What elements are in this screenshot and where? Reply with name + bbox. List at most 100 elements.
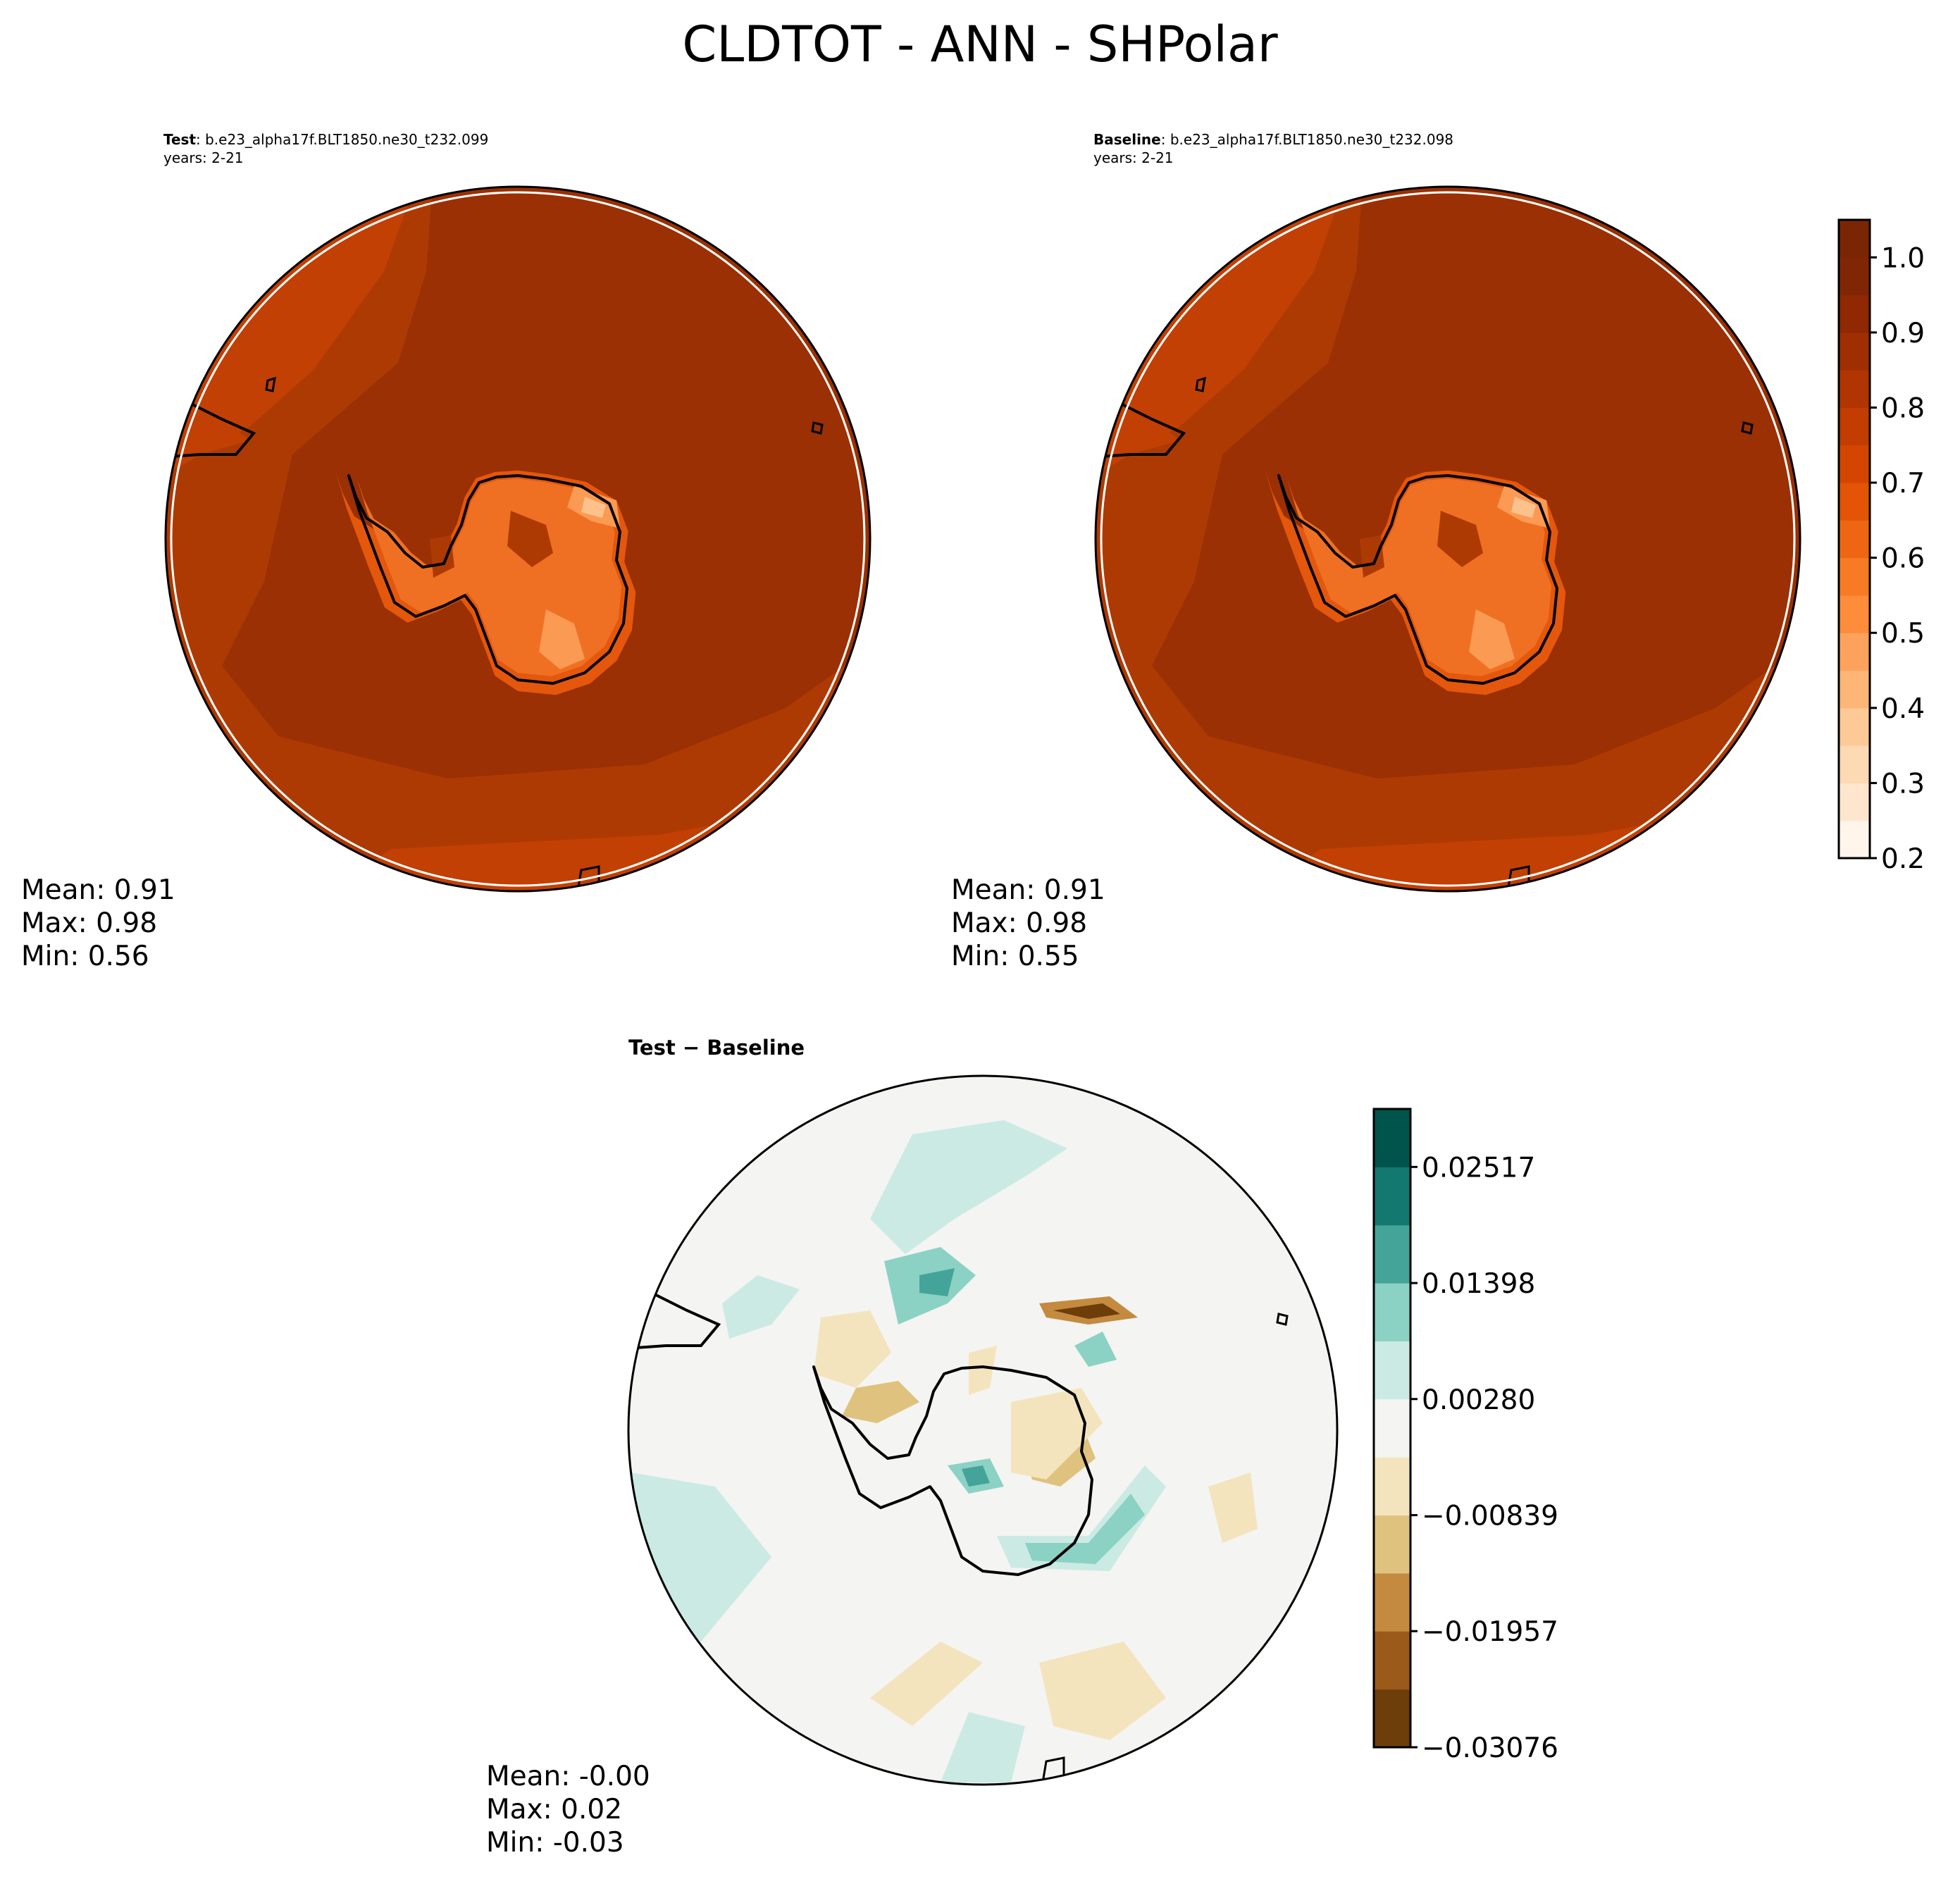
difference-patch <box>722 1275 800 1339</box>
south-america-coastline <box>628 1291 721 1351</box>
difference-patch <box>870 1642 983 1726</box>
baseline-label-bold: Baseline <box>1093 131 1161 148</box>
baseline-years: years: 2-21 <box>1093 149 1174 166</box>
island-coastline <box>1506 865 1530 891</box>
figure-title: CLDTOT - ANN - SHPolar <box>682 15 1278 73</box>
test-max: Max: 0.98 <box>21 907 158 939</box>
island-coastline <box>576 865 600 891</box>
difference-patch <box>941 1712 1025 1782</box>
map-boundary <box>1094 185 1801 893</box>
colorbar-segment <box>1374 1631 1410 1690</box>
difference-patch <box>1025 1494 1145 1564</box>
colorbar-segment <box>1839 783 1870 821</box>
colorbar-segment <box>1839 294 1870 333</box>
colorbar-segment <box>1839 595 1870 633</box>
ice-sheet-peak <box>581 497 606 518</box>
island-coastline <box>1276 1313 1289 1326</box>
colorbar-segment <box>1374 1167 1410 1226</box>
colorbar-tick-label: 0.7 <box>1881 468 1925 500</box>
interior-cloud-max <box>507 511 553 567</box>
colorbar-tick-label: 0.3 <box>1881 768 1925 800</box>
difference-patch <box>1074 1332 1117 1367</box>
main-colorbar: 0.2 0.3 0.4 0.5 0.6 0.7 0.8 0.9 1.0 <box>1837 218 1925 875</box>
difference-patch <box>870 1120 1067 1254</box>
colorbar-tick-label: 0.00280 <box>1422 1384 1535 1416</box>
test-label-bold: Test <box>163 131 197 148</box>
difference-patch <box>842 1381 919 1423</box>
colorbar-segment <box>1839 633 1870 671</box>
colorbar-segment <box>1839 445 1870 483</box>
colorbar-segment <box>1839 745 1870 783</box>
colorbar-segment <box>1374 1457 1410 1516</box>
colorbar-segment <box>1839 670 1870 709</box>
difference-patch <box>1208 1472 1258 1543</box>
test-label-case: : b.e23_alpha17f.BLT1850.ne30_t232.099 <box>196 131 489 148</box>
colorbar-tick-label: 0.6 <box>1881 543 1925 575</box>
interior-cloud-max <box>1437 511 1483 567</box>
test-mean: Mean: 0.91 <box>21 874 175 906</box>
colorbar-segment <box>1839 520 1870 559</box>
map-boundary-inner <box>170 191 866 887</box>
ice-sheet-light <box>1469 609 1515 669</box>
difference-mean: Mean: -0.00 <box>486 1761 650 1792</box>
colorbar-segment <box>1839 332 1870 371</box>
antarctica-coastline <box>347 474 628 685</box>
difference-polar-map <box>627 1074 1339 1786</box>
colorbar-segment <box>1374 1109 1410 1167</box>
map-boundary <box>627 1074 1339 1786</box>
colorbar-tick-label: 0.5 <box>1881 618 1925 650</box>
difference-colorbar: 0.02517 0.01398 0.00280 −0.00839 −0.01957 −0.… <box>1372 1108 1558 1764</box>
island-coastline <box>1741 421 1754 435</box>
map-boundary <box>164 185 872 893</box>
colorbar-tick-label: 0.02517 <box>1422 1152 1535 1184</box>
colorbar-segment <box>1839 820 1870 859</box>
interior-cloud-max <box>430 535 454 578</box>
colorbar-tick-label: 0.2 <box>1881 843 1925 875</box>
colorbar-tick-label: 0.01398 <box>1422 1268 1535 1300</box>
colorbar-segment <box>1839 707 1870 746</box>
test-panel-label: Test: b.e23_alpha17f.BLT1850.ne30_t232.0… <box>163 131 488 149</box>
difference-panel-title: Test − Baseline <box>628 1036 805 1060</box>
colorbar-segment <box>1839 370 1870 408</box>
colorbar-segment <box>1374 1689 1410 1748</box>
colorbar-tick-label: 1.0 <box>1881 242 1925 274</box>
colorbar-segment <box>1374 1224 1410 1284</box>
difference-patch <box>919 1268 955 1296</box>
island-coastline <box>1195 376 1206 392</box>
test-polar-map <box>164 185 872 893</box>
difference-min: Min: -0.03 <box>486 1827 624 1859</box>
difference-field <box>628 1076 1337 1785</box>
colorbar-segment <box>1374 1515 1410 1574</box>
colorbar-tick-label: 0.9 <box>1881 318 1925 349</box>
colorbar-segment <box>1839 407 1870 446</box>
ice-sheet-light <box>539 609 585 669</box>
interior-cloud-max <box>1360 535 1384 578</box>
colorbar-tick-label: −0.01957 <box>1422 1616 1558 1648</box>
baseline-mean: Mean: 0.91 <box>951 874 1105 906</box>
colorbar-segment <box>1374 1341 1410 1400</box>
baseline-panel-label: Baseline: b.e23_alpha17f.BLT1850.ne30_t2… <box>1093 131 1453 149</box>
difference-patch <box>969 1346 997 1395</box>
ice-sheet-peak <box>1511 497 1536 518</box>
baseline-label-case: : b.e23_alpha17f.BLT1850.ne30_t232.098 <box>1160 131 1454 148</box>
map-boundary-inner <box>1100 191 1796 887</box>
test-years: years: 2-21 <box>163 149 244 166</box>
colorbar-segment <box>1374 1399 1410 1458</box>
colorbar-tick-label: 0.4 <box>1881 693 1925 725</box>
antarctica-coastline <box>1277 474 1558 685</box>
colorbar-segment <box>1839 557 1870 596</box>
island-coastline <box>265 376 276 392</box>
colorbar-segment <box>1839 257 1870 296</box>
test-stats: Mean: 0.91 Max: 0.98 Min: 0.56 <box>21 874 175 973</box>
colorbar-segment <box>1839 483 1870 521</box>
colorbar-frame <box>1372 1108 1412 1749</box>
colorbar-tick-label: −0.03076 <box>1422 1732 1558 1764</box>
test-min: Min: 0.56 <box>21 941 149 972</box>
colorbar-tick-label: −0.00839 <box>1422 1501 1558 1532</box>
colorbar-frame <box>1837 218 1871 860</box>
baseline-stats: Mean: 0.91 Max: 0.98 Min: 0.55 <box>951 874 1105 973</box>
difference-max: Max: 0.02 <box>486 1794 623 1825</box>
colorbar-segment <box>1374 1283 1410 1341</box>
difference-stats: Mean: -0.00 Max: 0.02 Min: -0.03 <box>486 1760 650 1859</box>
